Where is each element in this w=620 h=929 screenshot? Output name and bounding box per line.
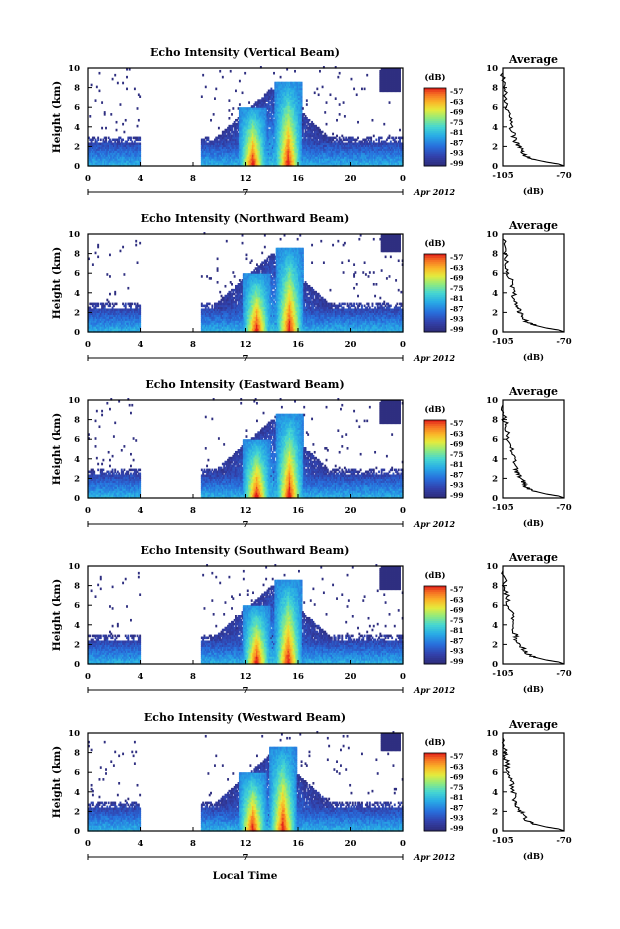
echo-cell xyxy=(228,117,230,120)
echo-cell xyxy=(302,107,304,110)
echo-cell xyxy=(339,103,341,106)
echo-cell xyxy=(96,86,98,89)
echo-cell xyxy=(99,90,101,93)
echo-cell xyxy=(339,113,341,116)
echo-cell xyxy=(244,72,246,75)
echo-cell xyxy=(123,131,125,134)
echo-cell xyxy=(230,70,232,73)
echo-cell xyxy=(91,84,93,87)
echo-cell xyxy=(114,74,116,77)
echo-cell xyxy=(122,123,124,126)
echo-cell xyxy=(137,107,139,110)
echo-cell xyxy=(126,76,128,79)
echo-cell xyxy=(105,127,107,130)
echo-cell xyxy=(330,93,332,96)
echo-cell xyxy=(213,113,215,116)
echo-cell xyxy=(294,70,296,73)
echo-cell xyxy=(319,70,321,73)
echo-cell xyxy=(205,86,207,89)
echo-cell xyxy=(100,139,102,142)
echo-cell xyxy=(207,137,209,140)
echo-cell xyxy=(322,86,324,89)
heatmap-title: Echo Intensity (Vertical Beam) xyxy=(150,46,340,59)
echo-cell xyxy=(219,70,221,73)
echo-cell xyxy=(339,72,341,75)
echo-cell xyxy=(139,142,141,145)
echo-cell xyxy=(336,119,338,122)
echo-cell xyxy=(218,127,220,130)
echo-cell xyxy=(248,101,250,104)
echo-cell xyxy=(134,88,136,91)
echo-cell xyxy=(122,82,124,85)
echo-cell xyxy=(326,101,328,104)
echo-cell xyxy=(232,107,234,110)
echo-cell xyxy=(318,93,320,96)
echo-cell xyxy=(306,99,308,102)
echo-cell xyxy=(309,119,311,122)
echo-cell xyxy=(117,82,119,85)
figure-xlabel: Local Time xyxy=(213,870,278,882)
echo-cell xyxy=(101,127,103,130)
echo-cell xyxy=(316,88,318,91)
echo-cell xyxy=(214,97,216,100)
echo-cell xyxy=(231,113,233,116)
echo-cell xyxy=(116,129,118,132)
echo-cell xyxy=(235,90,237,93)
echo-cell xyxy=(110,113,112,116)
echo-cell xyxy=(89,115,91,118)
echo-cell xyxy=(326,123,328,126)
echo-cell xyxy=(97,137,99,140)
echo-cell xyxy=(125,119,127,122)
echo-cell xyxy=(139,95,141,98)
echo-cell xyxy=(242,92,244,95)
echo-cell xyxy=(120,103,122,106)
echo-cell xyxy=(101,101,103,104)
echo-cell xyxy=(95,99,97,102)
echo-cell xyxy=(112,78,114,81)
echo-cell xyxy=(201,95,203,98)
echo-cell xyxy=(314,92,316,95)
echo-cells xyxy=(88,66,404,167)
echo-cell xyxy=(210,119,212,122)
echo-cell xyxy=(280,76,282,79)
echo-cell xyxy=(335,97,337,100)
echo-cell xyxy=(324,111,326,114)
echo-cell xyxy=(239,80,241,83)
echo-cell xyxy=(222,76,224,79)
echo-cell xyxy=(301,82,303,85)
echo-cell xyxy=(99,72,101,75)
echo-cell xyxy=(273,72,275,75)
echo-intensity-figure: Local Time Echo Intensity (Vertical Beam… xyxy=(0,0,620,929)
echo-cell xyxy=(139,137,141,140)
echo-cell xyxy=(228,99,230,102)
echo-cell xyxy=(130,137,132,140)
echo-cell xyxy=(137,125,139,128)
echo-cell xyxy=(337,76,339,79)
echo-cell xyxy=(116,121,118,124)
echo-cell xyxy=(239,103,241,106)
echo-cell xyxy=(138,119,140,122)
echo-cell xyxy=(104,111,106,114)
echo-cell xyxy=(105,137,107,140)
echo-cell xyxy=(322,131,324,134)
echo-cell xyxy=(202,74,204,77)
echo-cell xyxy=(126,88,128,91)
echo-cell xyxy=(122,139,124,142)
echo-cell xyxy=(228,109,230,112)
echo-cell xyxy=(336,135,338,138)
echo-cell xyxy=(215,88,217,91)
echo-cell xyxy=(332,133,334,136)
echo-cell xyxy=(306,103,308,106)
